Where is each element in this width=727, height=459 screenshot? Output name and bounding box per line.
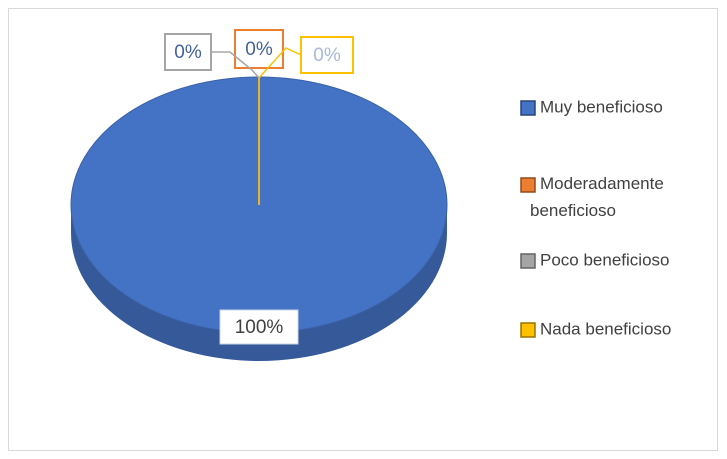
label-box (234, 29, 284, 69)
label-box (164, 33, 212, 71)
legend-label: Nada beneficioso (540, 319, 671, 338)
data-labels: 100% 0% 0% 0% (164, 29, 354, 345)
pie (70, 76, 448, 361)
legend-label: Poco beneficioso (540, 250, 669, 269)
legend-label: Moderadamente beneficioso (530, 174, 664, 220)
data-label: 0% (313, 45, 341, 66)
data-label: 0% (174, 42, 202, 63)
legend-swatch (520, 100, 536, 116)
leader-line (258, 47, 302, 79)
legend-swatch (520, 253, 536, 269)
legend-swatch (520, 177, 536, 193)
data-label: 0% (245, 39, 273, 60)
label-box (219, 309, 299, 345)
leader-line (211, 51, 260, 79)
label-box (300, 36, 354, 74)
legend-label: Muy beneficioso (540, 97, 663, 116)
legend: Muy beneficioso Moderadamente beneficioso P… (520, 97, 671, 338)
pie-side (71, 205, 447, 361)
data-label: 100% (235, 317, 284, 338)
legend-swatch (520, 322, 536, 338)
